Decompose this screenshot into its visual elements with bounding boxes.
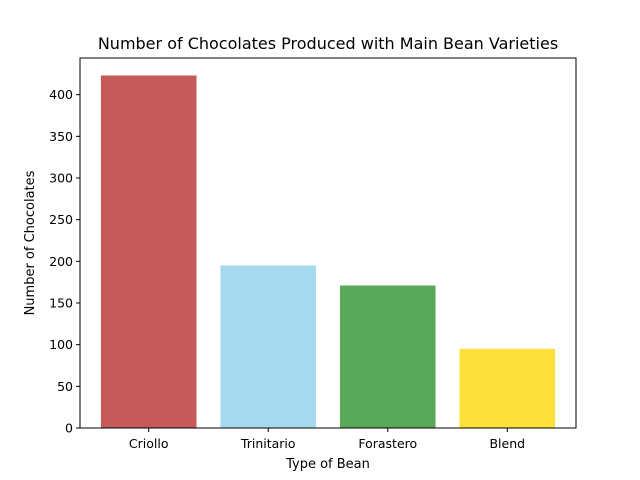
y-tick-label: 400 [49, 87, 73, 102]
bars-group [100, 75, 556, 428]
y-tick-label: 50 [57, 379, 73, 394]
y-tick-label: 300 [49, 171, 73, 186]
chart-title: Number of Chocolates Produced with Main … [98, 34, 558, 53]
x-tick-label: Trinitario [240, 436, 296, 451]
x-axis-ticks: Criollo Trinitario Forastero Blend [129, 428, 525, 451]
y-tick-label: 250 [49, 212, 73, 227]
x-tick-label: Forastero [358, 436, 417, 451]
bar-forastero [339, 285, 436, 428]
bar-criollo [100, 75, 197, 428]
x-axis-label: Type of Bean [285, 457, 370, 472]
y-tick-label: 0 [65, 421, 73, 436]
y-tick-label: 350 [49, 129, 73, 144]
y-tick-label: 100 [49, 337, 73, 352]
bar-blend [459, 348, 556, 428]
plot-area-frame [79, 57, 577, 429]
y-tick-label: 150 [49, 296, 73, 311]
bar-trinitario [220, 265, 317, 428]
y-axis-ticks: 0 50 100 150 200 250 300 350 400 [49, 87, 80, 436]
x-tick-label: Criollo [129, 436, 169, 451]
x-tick-label: Blend [489, 436, 525, 451]
y-tick-label: 200 [49, 254, 73, 269]
y-axis-label: Number of Chocolates [23, 170, 38, 315]
